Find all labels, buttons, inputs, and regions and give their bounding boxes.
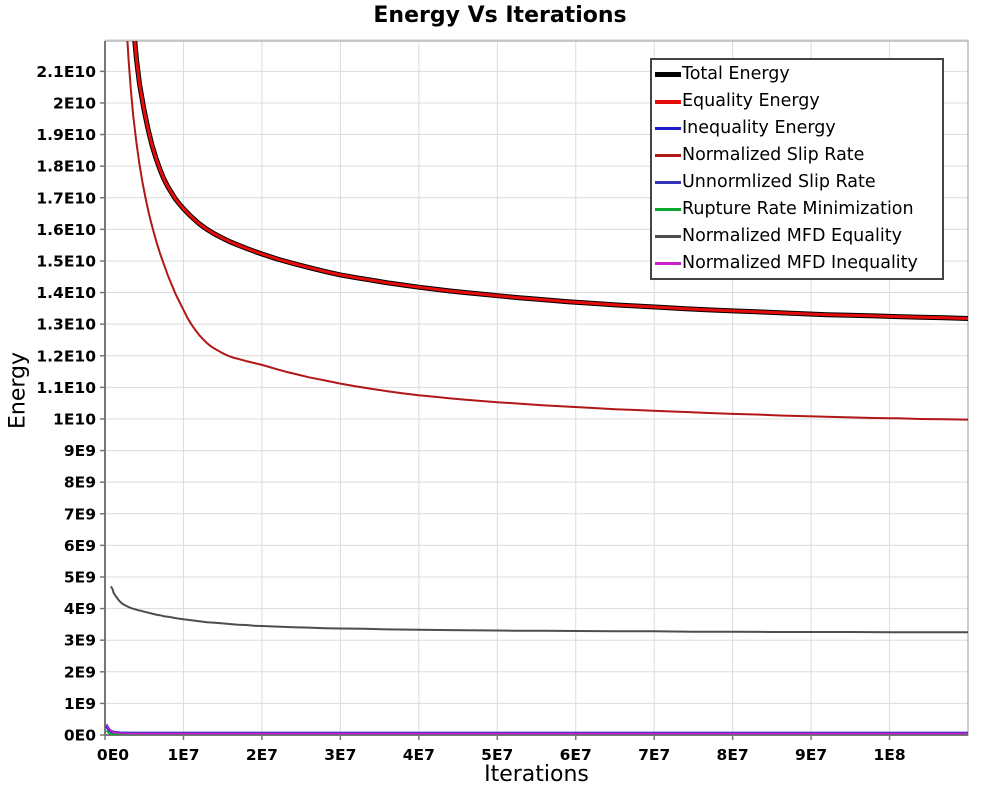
legend-swatch-inequality-energy — [655, 126, 681, 131]
legend-swatch-unnormlized-slip-rate — [655, 181, 681, 184]
legend-label-unnormlized-slip-rate: Unnormlized Slip Rate — [682, 171, 876, 192]
legend-swatch-normalized-slip-rate — [655, 154, 681, 157]
series-line-unnormlized-slip-rate — [106, 724, 968, 734]
series-line-normalized-mfd-equality — [110, 586, 968, 634]
y-tick-label: 1.9E10 — [36, 126, 96, 144]
legend-item-inequality-energy: Inequality Energy — [655, 115, 942, 142]
series-lines — [105, 41, 968, 735]
y-tick-label: 1E10 — [53, 410, 96, 428]
y-tick-label: 2.1E10 — [36, 63, 96, 81]
y-tick-label: 1.8E10 — [36, 158, 96, 176]
x-tick-label: 3E7 — [324, 746, 356, 764]
axis-ticks: 0E0 1E9 2E9 3E9 4E9 5E9 6E9 7E9 8E9 9E9 1E10 1.1E10… — [36, 63, 905, 764]
legend-label-equality-energy: Equality Energy — [682, 90, 820, 111]
x-axis-title: Iterations — [484, 762, 589, 787]
x-tick-label: 1E7 — [167, 746, 199, 764]
y-tick-label: 7E9 — [64, 505, 96, 523]
x-tick-label: 5E7 — [481, 746, 513, 764]
y-tick-label: 1.5E10 — [36, 252, 96, 270]
x-tick-label: 7E7 — [638, 746, 670, 764]
y-tick-label: 1.1E10 — [36, 379, 96, 397]
legend-item-rupture-rate-minimization: Rupture Rate Minimization — [655, 196, 942, 223]
legend-swatch-total-energy — [655, 72, 681, 77]
y-tick-label: 1E9 — [64, 695, 96, 713]
series-line-normalized-mfd-inequality — [106, 724, 968, 735]
legend-label-total-energy: Total Energy — [682, 63, 790, 84]
x-tick-label: 0E0 — [97, 746, 129, 764]
y-tick-label: 3E9 — [64, 632, 96, 650]
y-tick-label: 1.6E10 — [36, 221, 96, 239]
chart-title: Energy Vs Iterations — [373, 3, 627, 28]
series-line-equality-energy — [133, 41, 968, 320]
y-tick-label: 2E10 — [53, 94, 96, 112]
y-tick-label: 1.4E10 — [36, 284, 96, 302]
x-tick-label: 1E8 — [873, 746, 905, 764]
y-tick-label: 0E0 — [64, 727, 96, 745]
y-tick-label: 9E9 — [64, 442, 96, 460]
legend-item-total-energy: Total Energy — [655, 61, 942, 88]
legend-swatch-normalized-mfd-inequality — [655, 262, 681, 265]
y-tick-label: 1.7E10 — [36, 189, 96, 207]
legend-label-rupture-rate-minimization: Rupture Rate Minimization — [682, 198, 914, 219]
legend-label-normalized-mfd-inequality: Normalized MFD Inequality — [682, 252, 918, 273]
y-tick-label: 5E9 — [64, 568, 96, 586]
x-tick-label: 4E7 — [403, 746, 435, 764]
legend-item-normalized-slip-rate: Normalized Slip Rate — [655, 142, 942, 169]
x-tick-label: 8E7 — [717, 746, 749, 764]
y-tick-label: 8E9 — [64, 474, 96, 492]
legend-item-equality-energy: Equality Energy — [655, 88, 942, 115]
y-tick-label: 1.3E10 — [36, 316, 96, 334]
legend-item-unnormlized-slip-rate: Unnormlized Slip Rate — [655, 169, 942, 196]
legend-item-normalized-mfd-equality: Normalized MFD Equality — [655, 223, 942, 250]
x-tick-label: 6E7 — [560, 746, 592, 764]
legend-swatch-normalized-mfd-equality — [655, 235, 681, 238]
legend-label-inequality-energy: Inequality Energy — [682, 117, 836, 138]
x-tick-label: 9E7 — [795, 746, 827, 764]
y-tick-label: 6E9 — [64, 537, 96, 555]
y-tick-label: 1.2E10 — [36, 347, 96, 365]
x-tick-label: 2E7 — [246, 746, 278, 764]
y-tick-label: 2E9 — [64, 663, 96, 681]
legend-item-normalized-mfd-inequality: Normalized MFD Inequality — [655, 250, 942, 277]
legend-swatch-equality-energy — [655, 99, 681, 104]
legend-label-normalized-slip-rate: Normalized Slip Rate — [682, 144, 865, 165]
chart-legend: Total Energy Equality Energy Inequality En… — [650, 58, 944, 280]
y-tick-label: 4E9 — [64, 600, 96, 618]
legend-label-normalized-mfd-equality: Normalized MFD Equality — [682, 225, 902, 246]
series-line-normalized-slip-rate — [126, 41, 968, 421]
legend-swatch-rupture-rate-minimization — [655, 208, 681, 211]
